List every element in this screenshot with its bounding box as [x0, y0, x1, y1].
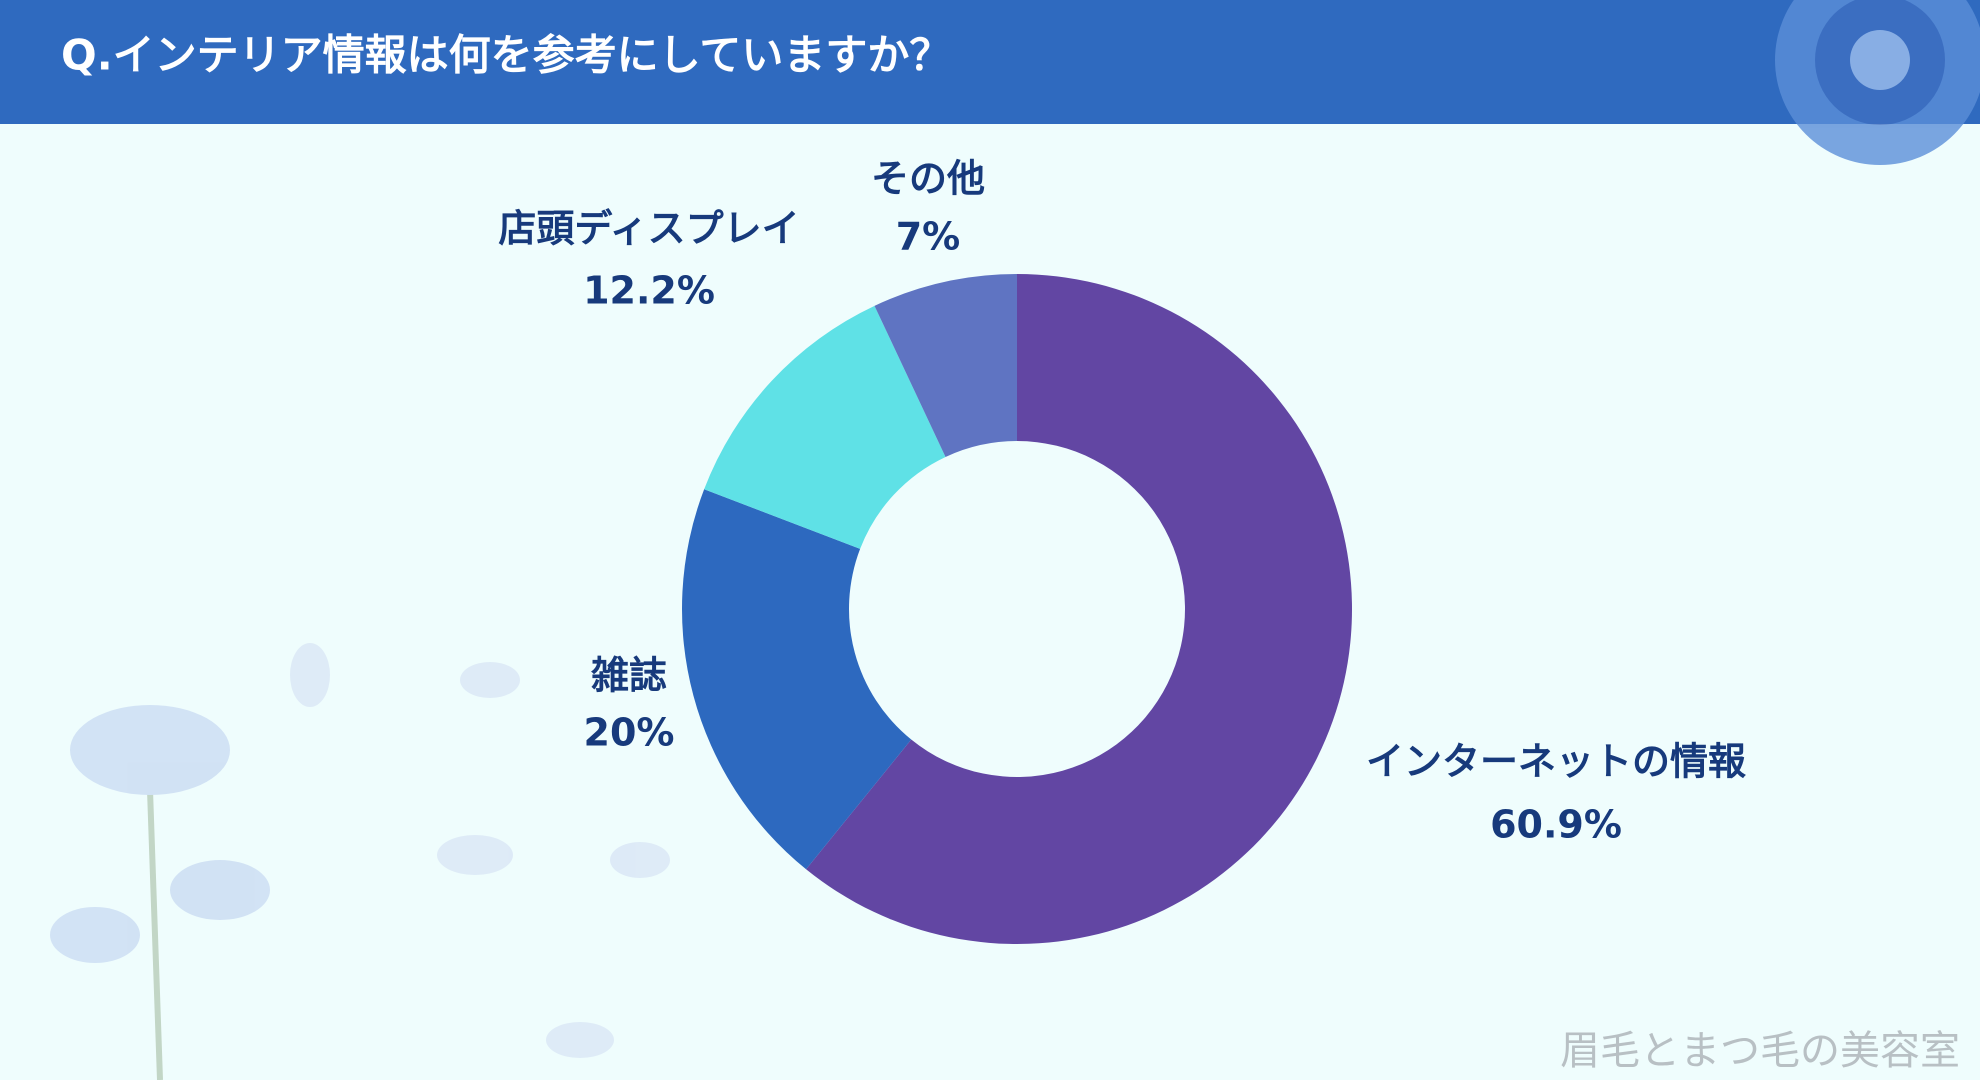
- donut-segment: [704, 305, 946, 549]
- segment-label: 店頭ディスプレイ: [498, 207, 799, 251]
- value-label: 60.9%: [1490, 803, 1622, 847]
- value-label: 12.2%: [583, 269, 715, 313]
- value-label: 20%: [584, 711, 675, 755]
- donut-segment: [681, 489, 912, 870]
- flower-decoration: [50, 643, 670, 1080]
- donut-segment: [806, 274, 1352, 944]
- rose-decoration: [1775, 0, 1980, 165]
- header-band: [0, 0, 1980, 124]
- segment-label: 雑誌: [590, 654, 667, 698]
- segment-label: インターネットの情報: [1366, 740, 1746, 784]
- watermark: 眉毛とまつ毛の美容室: [1560, 1028, 1960, 1074]
- chart-title: Q.インテリア情報は何を参考にしていますか？: [61, 31, 951, 80]
- segment-label: その他: [871, 157, 985, 201]
- value-label: 7%: [896, 215, 961, 259]
- donut-segment: [874, 274, 1017, 457]
